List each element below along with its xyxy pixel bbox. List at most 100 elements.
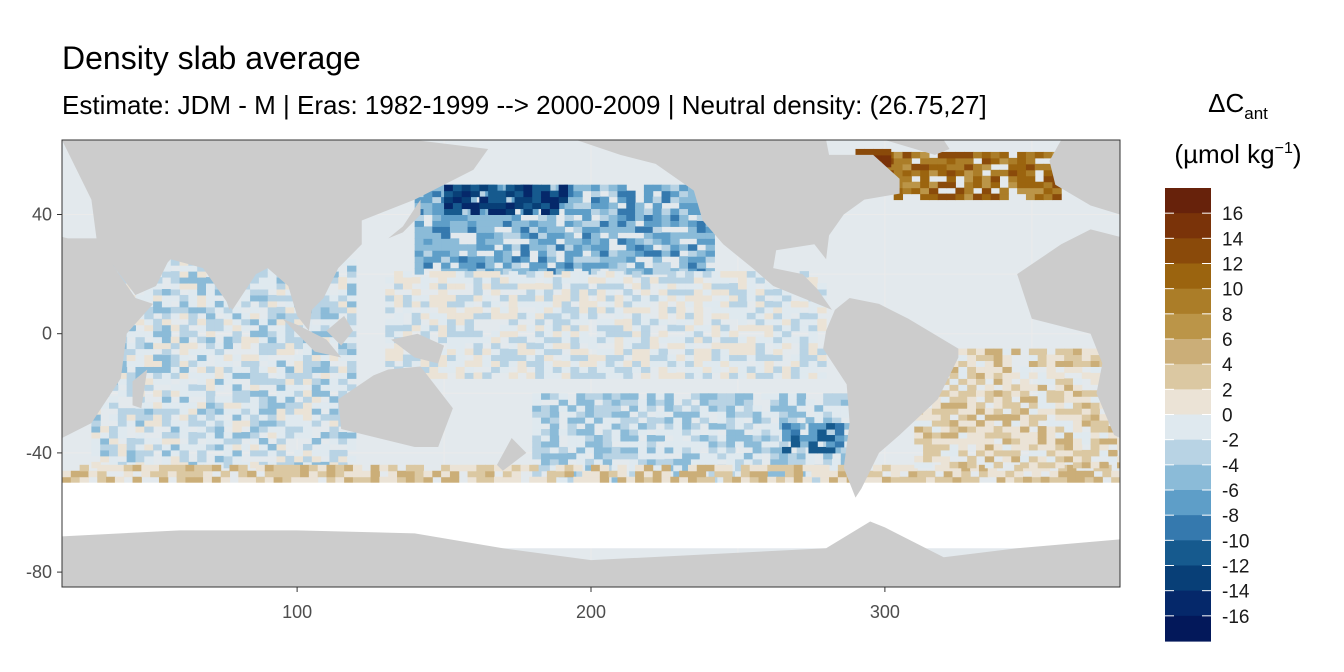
anomaly-cell (911, 169, 921, 177)
anomaly-cell (834, 423, 845, 430)
anomaly-cell (782, 336, 792, 344)
anomaly-cell (455, 354, 466, 362)
anomaly-cell (811, 464, 821, 472)
anomaly-cell (223, 461, 233, 469)
anomaly-cell (161, 372, 172, 379)
anomaly-cell (232, 402, 242, 409)
anomaly-cell (338, 306, 348, 314)
anomaly-cell (1055, 360, 1065, 367)
anomaly-cell (232, 414, 242, 421)
anomaly-cell (817, 348, 827, 356)
anomaly-cell (608, 250, 618, 257)
anomaly-cell (673, 411, 683, 418)
anomaly-cell (996, 470, 1006, 478)
anomaly-cell (241, 312, 251, 320)
anomaly-cell (188, 443, 198, 451)
anomaly-cell (617, 476, 627, 484)
anomaly-cell (320, 366, 330, 373)
anomaly-cell (250, 414, 260, 421)
anomaly-cell (773, 306, 783, 314)
anomaly-cell (705, 476, 715, 484)
anomaly-cell (458, 214, 469, 221)
anomaly-cell (132, 476, 142, 484)
anomaly-cell (958, 366, 968, 373)
anomaly-cell (1017, 187, 1027, 195)
anomaly-cell (549, 417, 560, 424)
anomaly-cell (546, 476, 557, 484)
anomaly-cell (206, 294, 216, 302)
anomaly-cell (570, 318, 580, 326)
anomaly-cell (973, 163, 983, 171)
anomaly-cell (770, 446, 780, 454)
legend-color-bin (1165, 288, 1211, 315)
anomaly-cell (620, 417, 630, 424)
anomaly-cell (161, 360, 172, 367)
anomaly-cell (599, 220, 610, 227)
new-guinea-land (391, 333, 445, 364)
anomaly-cell (161, 449, 172, 457)
anomaly-cell (561, 318, 571, 326)
anomaly-cell (150, 470, 160, 478)
anomaly-cell (464, 324, 474, 332)
anomaly-cell (153, 306, 163, 314)
anomaly-cell (206, 277, 216, 284)
anomaly-cell (676, 336, 686, 344)
anomaly-cell (267, 294, 278, 302)
anomaly-cell (144, 354, 154, 362)
anomaly-cell (446, 360, 457, 367)
anomaly-cell (432, 232, 442, 239)
anomaly-cell (1025, 151, 1036, 159)
anomaly-cell (250, 372, 260, 379)
anomaly-cell (188, 348, 198, 356)
anomaly-cell (402, 360, 413, 367)
anomaly-cell (464, 312, 474, 320)
anomaly-cell (285, 324, 295, 332)
anomaly-cell (720, 324, 730, 332)
anomaly-cell (258, 408, 269, 415)
anomaly-cell (881, 148, 892, 156)
anomaly-cell (1037, 443, 1048, 451)
anomaly-cell (964, 169, 974, 177)
anomaly-cell (670, 232, 680, 239)
anomaly-cell (975, 449, 986, 457)
anomaly-cell (449, 238, 460, 245)
anomaly-cell (975, 366, 986, 373)
anomaly-cell (588, 354, 598, 362)
anomaly-cell (573, 196, 583, 204)
anomaly-cell (755, 277, 765, 284)
anomaly-cell (523, 196, 533, 204)
anomaly-cell (708, 405, 718, 412)
anomaly-cell (223, 366, 233, 373)
anomaly-cell (1002, 354, 1012, 362)
anomaly-cell (573, 202, 583, 210)
anomaly-cell (179, 414, 189, 421)
anomaly-cell (975, 438, 986, 445)
anomaly-cell (564, 220, 574, 227)
anomaly-cell (135, 348, 145, 356)
anomaly-cell (599, 464, 610, 472)
anomaly-cell (826, 435, 836, 442)
anomaly-cell (667, 289, 677, 296)
anomaly-cell (206, 408, 216, 415)
anomaly-cell (1046, 390, 1056, 397)
anomaly-cell (685, 372, 695, 379)
anomaly-cell (438, 336, 448, 344)
anomaly-cell (267, 420, 278, 427)
anomaly-cell (438, 354, 448, 362)
anomaly-cell (782, 342, 792, 350)
anomaly-cell (520, 226, 530, 233)
anomaly-cell (505, 184, 516, 192)
anomaly-cell (402, 324, 413, 332)
anomaly-cell (923, 420, 933, 427)
anomaly-cell (179, 354, 189, 362)
anomaly-cell (643, 238, 654, 245)
anomaly-cell (964, 193, 974, 201)
anomaly-cell (123, 470, 134, 478)
anomaly-cell (267, 336, 278, 344)
anomaly-cell (329, 414, 339, 421)
anomaly-cell (585, 458, 595, 466)
anomaly-cell (902, 181, 912, 189)
legend-label: 2 (1222, 380, 1233, 401)
anomaly-cell (144, 455, 154, 463)
anomaly-cell (153, 378, 163, 385)
